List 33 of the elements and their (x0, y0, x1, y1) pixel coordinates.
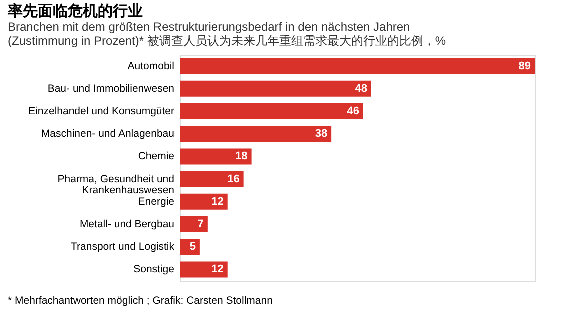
data-label: 12 (212, 196, 224, 208)
chart-subtitle: Branchen mit dem größten Restrukturierungsbedarf in den nächsten Jahren (Zustimmung in Prozent)* 被调查人员认为未来几年重组需求最大的行业的比例，% (8, 20, 446, 48)
data-label: 46 (347, 106, 360, 118)
data-label: 7 (198, 218, 204, 230)
data-label: 48 (355, 82, 368, 95)
bar (180, 126, 332, 142)
data-label: 16 (228, 173, 240, 186)
data-label: 5 (190, 241, 196, 254)
bar (180, 194, 228, 210)
y-tick-label: Transport und Logistik (71, 241, 176, 254)
y-tick-label: Metall- und Bergbau (80, 218, 175, 230)
bar (180, 239, 200, 256)
text: * Mehrfachantworten möglich ; Grafik: Carsten Stollmann (8, 295, 274, 307)
bar (180, 262, 228, 278)
bar (180, 58, 535, 74)
y-tick-label: Sonstige (134, 264, 175, 276)
y-tick-label: Einzelhandel und Konsumgüter (28, 106, 175, 118)
y-tick-label: Bau- und Immobilienwesen (48, 82, 175, 95)
bar (180, 171, 244, 188)
data-label: 38 (315, 128, 328, 140)
y-tick-label: Energie (138, 196, 175, 208)
y-tick-label: Chemie (138, 150, 175, 163)
y-tick-label: Maschinen- und Anlagenbau (41, 128, 175, 140)
bar (180, 216, 208, 232)
y-tick-label: Pharma, Gesundheit und Krankenhauswesen (58, 173, 175, 196)
data-label: 12 (212, 264, 224, 276)
y-tick-label: Automobil (128, 60, 174, 72)
data-label: 18 (236, 150, 248, 163)
bar (180, 148, 252, 165)
bar (180, 104, 364, 120)
chart-title: 率先面临危机的行业 (7, 2, 143, 20)
bar (180, 80, 372, 97)
data-label: 89 (518, 60, 531, 72)
